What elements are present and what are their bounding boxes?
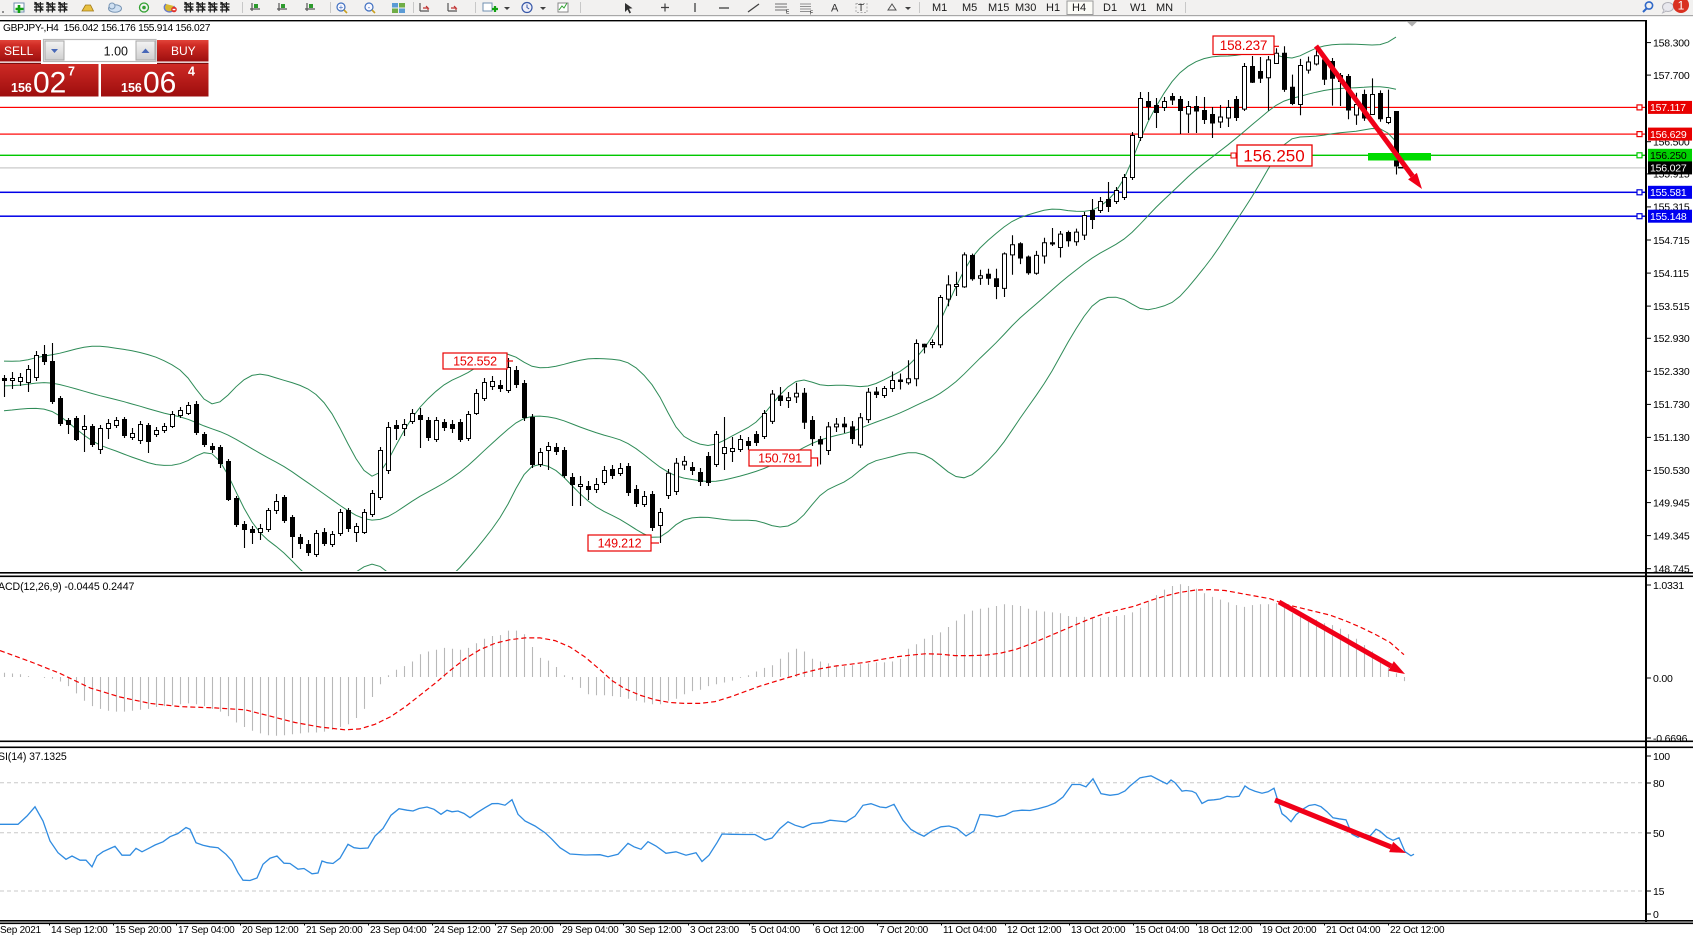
svg-text:SI(14) 37.1325: SI(14) 37.1325: [0, 751, 67, 763]
svg-text:149.212: 149.212: [598, 537, 642, 551]
svg-text:18 Oct 12:00: 18 Oct 12:00: [1198, 925, 1253, 936]
svg-text:-0.6696: -0.6696: [1653, 733, 1688, 745]
svg-text:153.515: 153.515: [1653, 301, 1690, 313]
svg-text:29 Sep 04:00: 29 Sep 04:00: [562, 925, 619, 936]
svg-text:15: 15: [1653, 886, 1665, 898]
svg-text:30 Sep 12:00: 30 Sep 12:00: [625, 925, 682, 936]
svg-text:156.027: 156.027: [1650, 163, 1687, 175]
svg-text:Sep 2021: Sep 2021: [0, 925, 42, 936]
svg-text:151.130: 151.130: [1653, 432, 1690, 444]
svg-text:157.117: 157.117: [1650, 102, 1686, 114]
svg-text:0: 0: [1653, 909, 1659, 921]
svg-text:E: E: [786, 10, 790, 16]
svg-text:24 Sep 12:00: 24 Sep 12:00: [434, 925, 491, 936]
svg-text:7: 7: [68, 65, 75, 79]
svg-text:19 Oct 20:00: 19 Oct 20:00: [1262, 925, 1317, 936]
svg-text:156: 156: [121, 81, 142, 95]
svg-text:+: +: [339, 3, 344, 12]
svg-text:155.148: 155.148: [1650, 211, 1687, 223]
svg-text:4: 4: [188, 65, 195, 79]
svg-text:158.300: 158.300: [1653, 37, 1690, 49]
svg-text:1.00: 1.00: [104, 45, 128, 59]
svg-text:149.945: 149.945: [1653, 497, 1690, 509]
svg-text:12 Oct 12:00: 12 Oct 12:00: [1007, 925, 1062, 936]
svg-text:H4: H4: [1072, 2, 1086, 14]
svg-text:150.791: 150.791: [758, 452, 802, 466]
svg-text:M5: M5: [962, 2, 977, 14]
svg-text:GBPJPY-,H4 156.042 156.176 15: GBPJPY-,H4 156.042 156.176 155.914 156.0…: [3, 23, 211, 34]
svg-text:0.00: 0.00: [1653, 673, 1673, 685]
svg-text:17 Sep 04:00: 17 Sep 04:00: [178, 925, 235, 936]
svg-text:158.237: 158.237: [1220, 38, 1267, 53]
svg-text:13 Oct 20:00: 13 Oct 20:00: [1071, 925, 1126, 936]
svg-text:SELL: SELL: [4, 44, 34, 58]
svg-text:22 Oct 12:00: 22 Oct 12:00: [1390, 925, 1445, 936]
svg-text:100: 100: [1653, 751, 1670, 763]
svg-text:W1: W1: [1130, 2, 1147, 14]
svg-text:7 Oct 20:00: 7 Oct 20:00: [879, 925, 929, 936]
svg-text:D1: D1: [1103, 2, 1117, 14]
svg-text:T: T: [858, 3, 864, 14]
svg-text:156.250: 156.250: [1650, 150, 1687, 162]
svg-text:M30: M30: [1015, 2, 1036, 14]
svg-text:M1: M1: [932, 2, 947, 14]
svg-text:50: 50: [1653, 828, 1665, 840]
svg-text:H1: H1: [1046, 2, 1060, 14]
svg-text:A: A: [831, 3, 839, 15]
svg-text:M15: M15: [988, 2, 1009, 14]
svg-text:152.552: 152.552: [453, 355, 497, 369]
svg-text:1: 1: [1678, 0, 1685, 13]
svg-text:02: 02: [33, 67, 66, 100]
svg-text:152.330: 152.330: [1653, 366, 1690, 378]
svg-text:157.700: 157.700: [1653, 70, 1690, 82]
svg-text:11 Oct 04:00: 11 Oct 04:00: [943, 925, 997, 936]
svg-text:156.629: 156.629: [1650, 129, 1687, 141]
svg-text:155.581: 155.581: [1650, 187, 1687, 199]
svg-text:152.930: 152.930: [1653, 333, 1690, 345]
svg-text:BUY: BUY: [171, 44, 196, 58]
svg-text:21 Oct 04:00: 21 Oct 04:00: [1326, 925, 1381, 936]
svg-text:5 Oct 04:00: 5 Oct 04:00: [751, 925, 801, 936]
svg-text:154.115: 154.115: [1653, 268, 1689, 280]
svg-text:154.715: 154.715: [1653, 235, 1690, 247]
svg-text:156.250: 156.250: [1243, 147, 1304, 166]
svg-text:80: 80: [1653, 778, 1665, 790]
svg-text:21 Sep 20:00: 21 Sep 20:00: [306, 925, 363, 936]
svg-text:-: -: [368, 3, 371, 12]
svg-text:06: 06: [143, 67, 176, 100]
svg-text:156: 156: [11, 81, 32, 95]
svg-text:149.345: 149.345: [1653, 530, 1690, 542]
svg-text:20 Sep 12:00: 20 Sep 12:00: [242, 925, 299, 936]
svg-text:F: F: [810, 11, 813, 17]
svg-text:151.730: 151.730: [1653, 399, 1690, 411]
svg-text:6 Oct 12:00: 6 Oct 12:00: [815, 925, 865, 936]
svg-text:3 Oct 23:00: 3 Oct 23:00: [690, 925, 740, 936]
svg-text:27 Sep 20:00: 27 Sep 20:00: [497, 925, 554, 936]
svg-text:23 Sep 04:00: 23 Sep 04:00: [370, 925, 427, 936]
svg-text:150.530: 150.530: [1653, 465, 1690, 477]
svg-text:ACD(12,26,9) -0.0445 0.2447: ACD(12,26,9) -0.0445 0.2447: [0, 581, 134, 593]
svg-text:15 Sep 20:00: 15 Sep 20:00: [115, 925, 172, 936]
svg-text:MN: MN: [1156, 2, 1173, 14]
svg-text:148.745: 148.745: [1653, 564, 1690, 576]
svg-text:15 Oct 04:00: 15 Oct 04:00: [1135, 925, 1190, 936]
svg-text:1.0331: 1.0331: [1653, 580, 1684, 592]
svg-text:14 Sep 12:00: 14 Sep 12:00: [51, 925, 108, 936]
